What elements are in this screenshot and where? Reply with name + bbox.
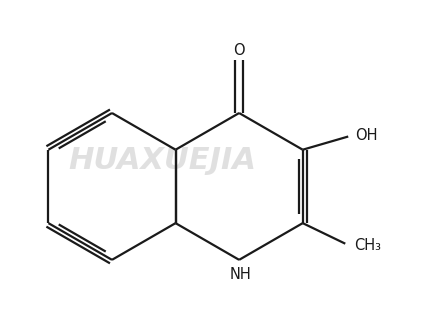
Text: O: O — [233, 43, 245, 58]
Text: CH₃: CH₃ — [354, 238, 381, 253]
Text: OH: OH — [355, 128, 378, 143]
Text: HUAXUEJIA: HUAXUEJIA — [68, 146, 256, 174]
Text: NH: NH — [230, 267, 251, 282]
